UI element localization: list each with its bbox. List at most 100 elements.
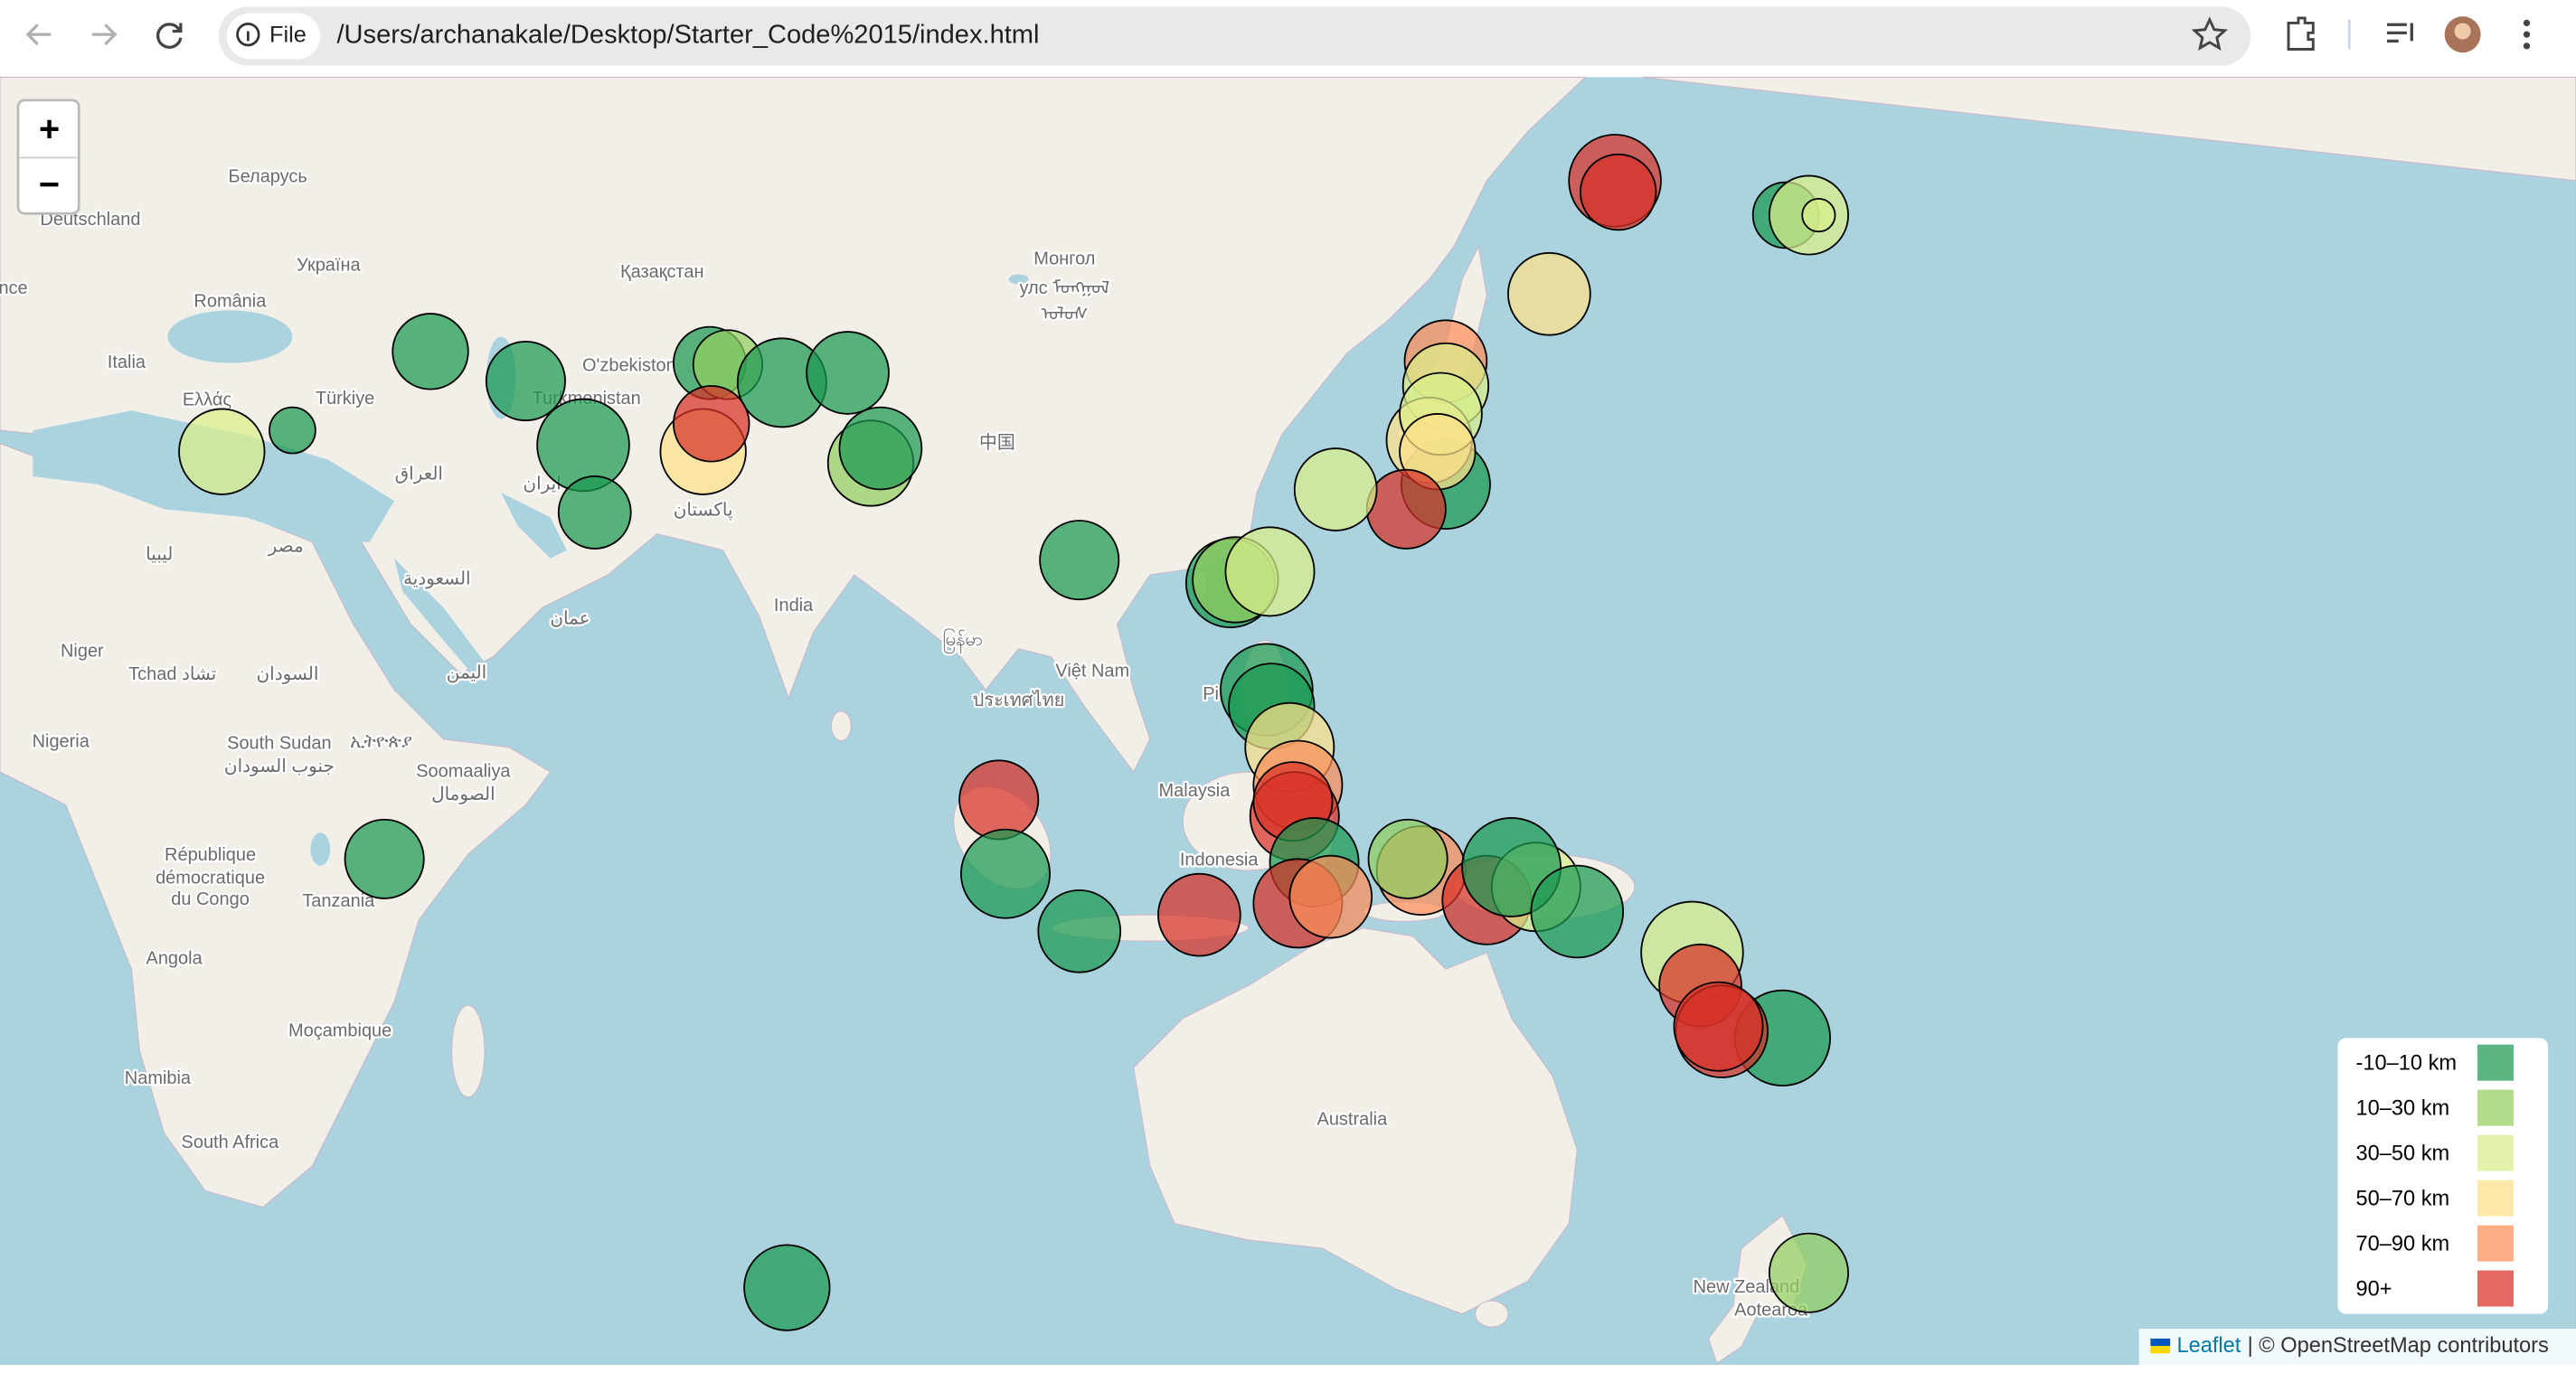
earthquake-marker[interactable] [838,406,923,491]
nav-buttons [25,23,183,49]
place-label: Soomaaliya [416,761,511,781]
place-label: Malaysia [1159,781,1231,801]
earthquake-marker[interactable] [392,313,469,390]
place-label: du Congo [171,889,250,909]
reload-button[interactable] [156,23,183,49]
place-label: Việt Nam [1055,661,1129,681]
place-label: Türkiye [316,389,374,409]
zoom-out-button[interactable]: − [39,165,60,205]
media-button[interactable] [2387,23,2413,43]
place-label: ኢትዮጵያ [350,732,412,752]
place-label: Tanzania [302,891,375,911]
earthquake-marker[interactable] [1367,818,1448,899]
place-label: 中国 [979,432,1015,453]
legend-swatch [2477,1089,2514,1126]
zoom-control: + − [16,99,80,215]
earthquake-marker[interactable] [1157,872,1241,957]
place-label: العراق [395,464,443,484]
place-label: démocratique [156,868,265,888]
legend-label: 90+ [2356,1278,2392,1302]
earthquake-marker[interactable] [536,398,630,493]
profile-avatar [2454,23,2471,40]
place-label: Moçambique [288,1020,392,1040]
earthquake-marker[interactable] [1039,520,1120,601]
earthquake-marker[interactable] [1224,526,1316,617]
place-label: ประเทศไทย [973,690,1065,710]
place-label: South Sudan [227,733,331,753]
earthquake-marker[interactable] [1768,1232,1849,1313]
earthquake-marker[interactable] [1037,889,1122,973]
earthquake-marker[interactable] [1293,447,1378,531]
earthquake-marker[interactable] [806,331,890,415]
place-label: السودان [257,664,319,684]
place-label: Niger [61,642,104,662]
place-label: nce [0,278,28,298]
attribution-text: | © OpenStreetMap contributors [2248,1334,2549,1358]
earthquake-marker[interactable] [960,828,1051,919]
menu-button[interactable] [2523,19,2531,50]
legend: -10–10 km 10–30 km 30–50 km 50–70 km 70–90 k… [2337,1038,2549,1314]
place-label: România [193,292,267,312]
legend-label: 50–70 km [2356,1188,2450,1211]
place-label: الصومال [431,785,495,804]
place-label: South Africa [182,1133,280,1152]
place-label: Монгол [1033,249,1095,268]
earthquake-marker[interactable] [1288,854,1373,939]
place-label: Ελλάς [183,390,232,410]
earthquake-marker[interactable] [1507,251,1591,336]
extensions-button[interactable] [2287,16,2315,51]
place-label: Australia [1317,1110,1389,1130]
earthquake-marker[interactable] [485,341,566,422]
place-label: مصر [268,536,304,556]
place-label: اليمن [447,663,486,682]
place-label: မြန်မာ [942,628,983,654]
place-label: ليبيا [146,544,173,564]
place-label: Indonesia [1180,850,1259,870]
earthquake-marker[interactable] [344,818,425,899]
place-label: پاکستان [674,500,733,520]
forward-button[interactable] [91,24,118,46]
place-label: Angola [146,948,203,968]
legend-label: -10–10 km [2356,1052,2458,1076]
flag-icon [2150,1346,2171,1354]
place-label: Italia [108,353,146,372]
earthquake-marker[interactable] [743,1244,831,1331]
url: /Users/archanakale/Desktop/Starter_Code%… [336,21,1039,50]
legend-label: 10–30 km [2356,1097,2450,1121]
place-label: Tchad تشاد [128,664,216,684]
attribution-link[interactable]: Leaflet [2176,1334,2241,1358]
place-label: عمان [550,608,590,628]
earthquake-marker[interactable] [1801,197,1836,233]
earthquake-marker[interactable] [673,385,750,463]
file-label: File [269,23,307,48]
address-bar[interactable] [218,6,2251,66]
back-button[interactable] [25,24,52,46]
legend-box [2337,1038,2549,1314]
earthquake-marker[interactable] [269,406,316,455]
place-label: جنوب السودان [224,757,335,776]
legend-swatch [2477,1225,2514,1262]
earthquake-marker[interactable] [1365,468,1447,550]
earthquake-markers [178,134,1849,1331]
earthquake-marker[interactable] [1530,864,1625,959]
earthquake-marker[interactable] [178,408,266,495]
flag-icon [2150,1338,2171,1347]
place-label: République [165,845,256,865]
place-label: Nigeria [33,732,90,752]
earthquake-marker[interactable] [1673,981,1764,1072]
place-label: Pi [1203,684,1219,704]
earthquake-marker[interactable] [958,759,1040,841]
bookmark-button[interactable] [2191,16,2228,52]
earthquake-marker[interactable] [1580,153,1657,231]
earthquake-marker[interactable] [557,475,632,550]
place-label: ᠤᠯᠤᠰ [1041,305,1088,324]
place-label: O'zbekiston [582,355,676,375]
place-label: India [774,596,814,616]
zoom-in-button[interactable]: + [39,109,60,149]
place-label: Україна [297,256,361,276]
place-label: Namibia [125,1068,192,1088]
